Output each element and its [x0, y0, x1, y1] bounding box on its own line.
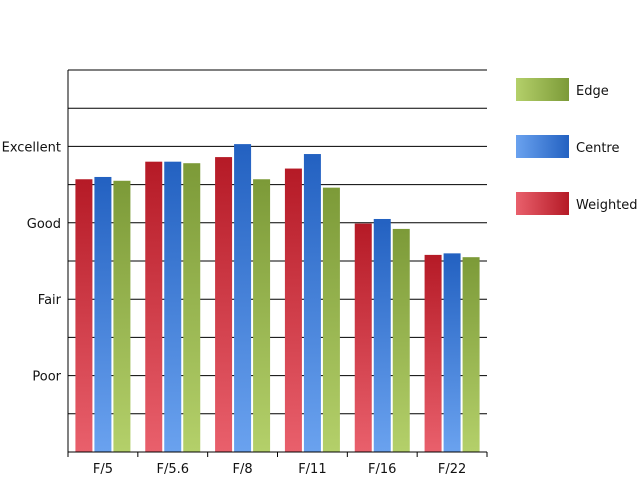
bars [75, 144, 480, 453]
bar-centre-5 [443, 253, 461, 452]
bar-weighted-1 [145, 161, 163, 452]
y-tick-label: Good [27, 217, 61, 232]
y-tick-label: Fair [38, 293, 62, 308]
bar-centre-4 [373, 218, 391, 452]
legend-swatch-centre [516, 135, 569, 158]
axes [67, 70, 488, 457]
bar-edge-3 [322, 187, 340, 452]
bar-centre-0 [94, 176, 112, 452]
bar-weighted-0 [75, 179, 93, 452]
legend-label-centre: Centre [576, 141, 619, 156]
gridlines [68, 69, 487, 415]
bar-centre-3 [303, 154, 321, 453]
bar-weighted-5 [424, 254, 442, 452]
x-tick-label: F/5 [93, 462, 113, 477]
bar-centre-1 [164, 161, 182, 452]
bar-centre-2 [234, 144, 252, 452]
x-tick-labels: F/5 F/5.6 F/8 F/11 F/16 F/22 [93, 462, 466, 477]
y-tick-label: Excellent [2, 140, 61, 155]
bar-edge-0 [113, 180, 131, 452]
y-tick-label: Poor [32, 370, 61, 385]
bar-weighted-3 [284, 168, 302, 452]
x-tick-label: F/5.6 [156, 462, 189, 477]
bar-edge-4 [392, 228, 410, 452]
x-tick-label: F/8 [233, 462, 253, 477]
bar-weighted-4 [354, 223, 372, 452]
bar-edge-5 [462, 257, 480, 452]
bar-edge-1 [183, 163, 201, 452]
x-tick-label: F/16 [368, 462, 396, 477]
legend: Edge Centre Weighted [516, 78, 638, 215]
legend-swatch-edge [516, 78, 569, 101]
x-tick-label: F/11 [298, 462, 326, 477]
legend-label-weighted: Weighted [576, 198, 638, 213]
y-tick-labels: Poor Fair Good Excellent [2, 140, 62, 384]
legend-label-edge: Edge [576, 84, 609, 99]
legend-swatch-weighted [516, 192, 569, 215]
x-tick-label: F/22 [438, 462, 466, 477]
bar-weighted-2 [215, 157, 233, 452]
bar-edge-2 [253, 179, 271, 452]
